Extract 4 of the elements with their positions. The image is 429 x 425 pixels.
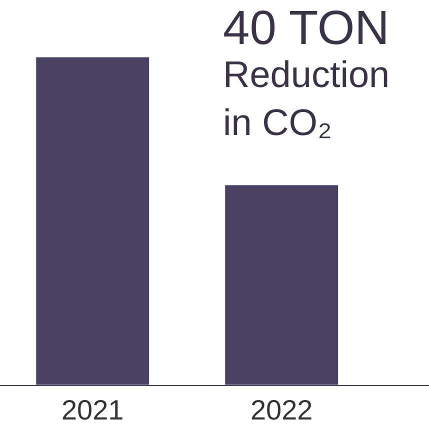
x-tick-label: 2021	[61, 394, 124, 425]
x-tick-label: 2022	[250, 394, 313, 425]
annotation: Reduction in CO₂	[223, 54, 390, 144]
text: 40 TON	[223, 2, 390, 55]
